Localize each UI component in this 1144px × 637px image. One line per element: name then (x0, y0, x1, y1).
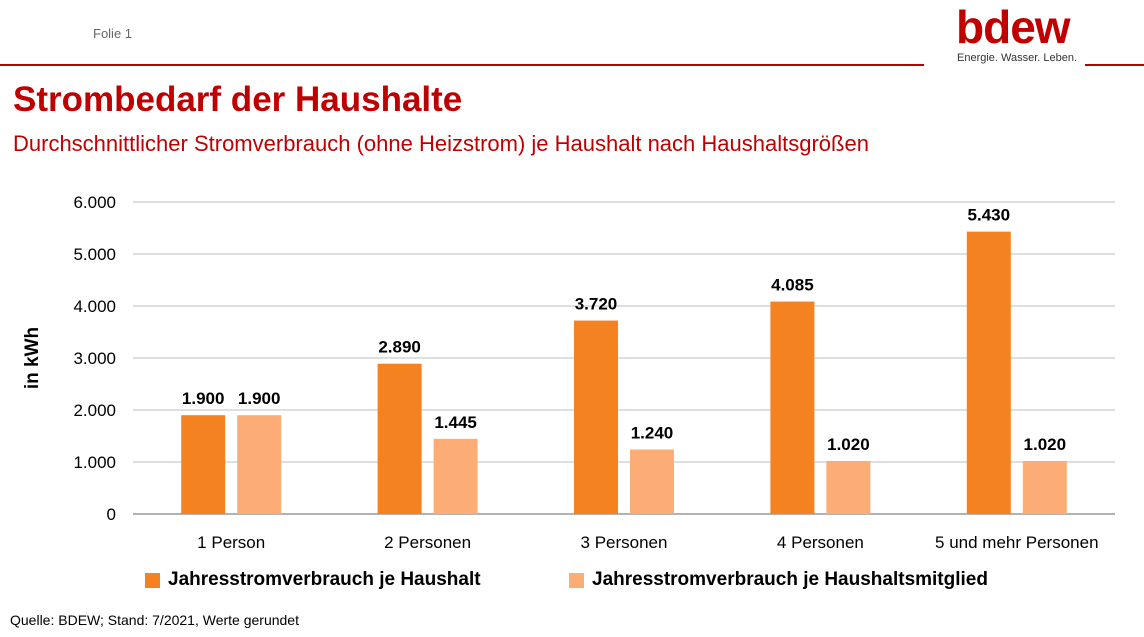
bar (377, 363, 422, 514)
y-tick-label: 3.000 (73, 349, 116, 368)
y-tick-label: 1.000 (73, 453, 116, 472)
data-label: 5.430 (968, 206, 1011, 225)
legend-label-haushalt: Jahresstromverbrauch je Haushalt (168, 569, 481, 590)
slide-number-label: Folie 1 (93, 26, 133, 41)
y-tick-label: 4.000 (73, 297, 116, 316)
bar (826, 460, 871, 514)
legend-label-haushaltsmitglied: Jahresstromverbrauch je Haushaltsmitglie… (592, 569, 988, 590)
y-tick-label: 2.000 (73, 401, 116, 420)
x-tick-label: 5 und mehr Personen (935, 533, 1099, 552)
data-label: 1.240 (631, 424, 674, 443)
legend-swatch-haushaltsmitglied (569, 572, 584, 588)
x-tick-label: 2 Personen (384, 533, 471, 552)
bar (181, 415, 226, 514)
legend-item-haushaltsmitglied: Jahresstromverbrauch je Haushaltsmitglie… (569, 569, 988, 591)
data-label: 1.445 (434, 413, 477, 432)
data-label: 1.900 (182, 389, 225, 408)
logo-tagline: Energie. Wasser. Leben. (957, 52, 1078, 64)
data-label: 1.020 (827, 435, 870, 454)
data-label: 2.890 (378, 338, 421, 357)
bar (433, 438, 478, 514)
logo-wordmark: bdew (956, 1, 1071, 53)
bar (574, 320, 618, 514)
bar-chart: 0 1.000 2.000 3.000 4.000 5.000 6.000 in kWh 1.9… (22, 193, 1115, 552)
data-label: 4.085 (771, 276, 814, 295)
bar (237, 415, 282, 514)
legend-swatch-haushalt (145, 572, 160, 588)
header-divider-right (1085, 64, 1144, 66)
y-tick-label: 0 (107, 505, 116, 524)
bar (966, 231, 1011, 514)
bdew-logo: bdew Energie. Wasser. Leben. (952, 1, 1077, 66)
bar (770, 301, 815, 514)
x-tick-label: 3 Personen (581, 533, 668, 552)
data-label: 1.020 (1024, 435, 1067, 454)
y-tick-label: 5.000 (73, 245, 116, 264)
x-tick-label: 1 Person (197, 533, 265, 552)
chart-legend: Jahresstromverbrauch je Haushalt Jahress… (0, 569, 1144, 599)
page-subtitle: Durchschnittlicher Stromverbrauch (ohne … (13, 131, 869, 156)
y-tick-label: 6.000 (73, 193, 116, 212)
data-label: 3.720 (575, 295, 618, 314)
data-label: 1.900 (238, 389, 281, 408)
bar (1022, 460, 1067, 514)
page-title: Strombedarf der Haushalte (13, 80, 463, 119)
y-axis-title: in kWh (22, 327, 43, 389)
legend-item-haushalt: Jahresstromverbrauch je Haushalt (145, 569, 481, 591)
bar (630, 449, 674, 514)
source-note: Quelle: BDEW; Stand: 7/2021, Werte gerun… (10, 612, 299, 628)
x-tick-label: 4 Personen (777, 533, 864, 552)
header-divider-left (0, 64, 924, 66)
